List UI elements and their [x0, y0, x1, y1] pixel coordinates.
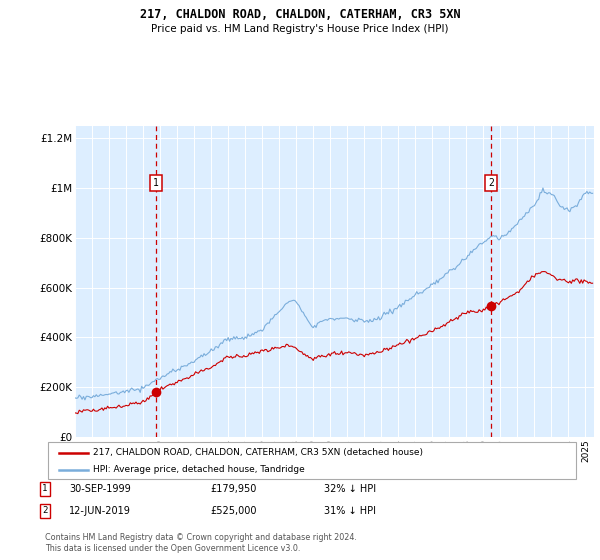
Text: HPI: Average price, detached house, Tandridge: HPI: Average price, detached house, Tand… — [93, 465, 305, 474]
FancyBboxPatch shape — [48, 442, 576, 479]
Text: 31% ↓ HPI: 31% ↓ HPI — [324, 506, 376, 516]
Text: Price paid vs. HM Land Registry's House Price Index (HPI): Price paid vs. HM Land Registry's House … — [151, 24, 449, 34]
Text: 1: 1 — [43, 484, 47, 493]
Text: 2: 2 — [488, 178, 494, 188]
Text: 2: 2 — [43, 506, 47, 515]
Text: 12-JUN-2019: 12-JUN-2019 — [69, 506, 131, 516]
Text: £525,000: £525,000 — [210, 506, 257, 516]
Text: 30-SEP-1999: 30-SEP-1999 — [69, 484, 131, 494]
Text: 1: 1 — [153, 178, 159, 188]
Text: £179,950: £179,950 — [210, 484, 256, 494]
Text: 217, CHALDON ROAD, CHALDON, CATERHAM, CR3 5XN (detached house): 217, CHALDON ROAD, CHALDON, CATERHAM, CR… — [93, 448, 423, 457]
Text: Contains HM Land Registry data © Crown copyright and database right 2024.
This d: Contains HM Land Registry data © Crown c… — [45, 533, 357, 553]
Text: 32% ↓ HPI: 32% ↓ HPI — [324, 484, 376, 494]
Text: 217, CHALDON ROAD, CHALDON, CATERHAM, CR3 5XN: 217, CHALDON ROAD, CHALDON, CATERHAM, CR… — [140, 8, 460, 21]
